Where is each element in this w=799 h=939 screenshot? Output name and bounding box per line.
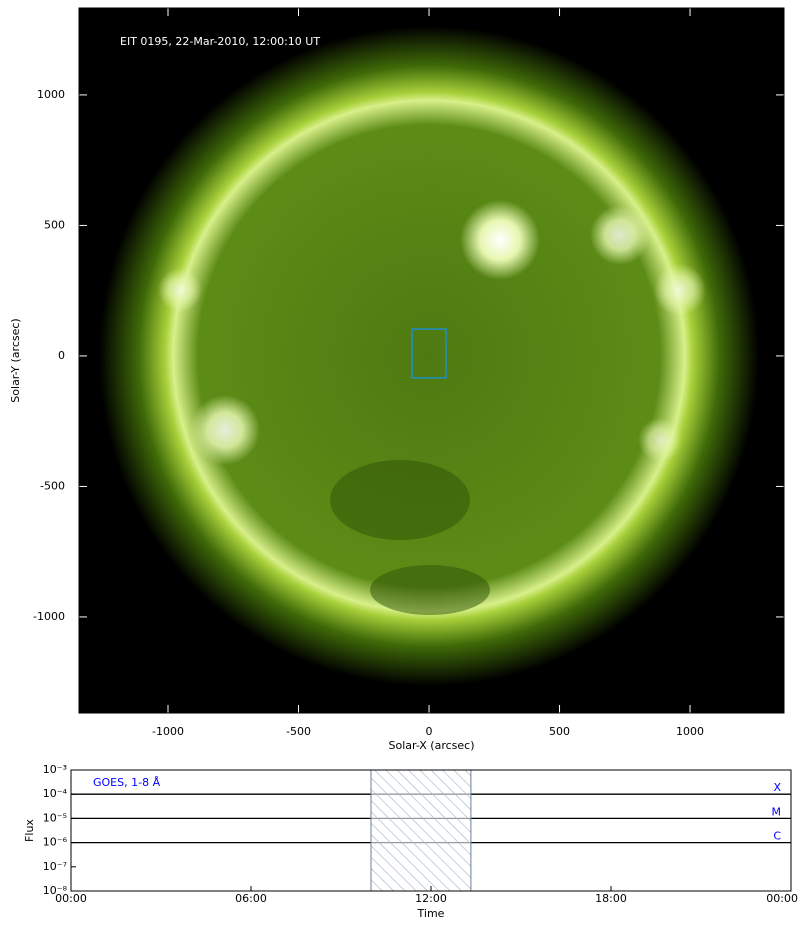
y-tick-label: -1000 [33, 610, 65, 623]
image-annotation: EIT 0195, 22-Mar-2010, 12:00:10 UT [120, 35, 320, 48]
x-tick-label: 12:00 [415, 892, 447, 905]
y-tick-label: 10⁻⁸ [43, 884, 68, 897]
x-tick-label: 1000 [676, 725, 704, 738]
y-axis-label: Solar-Y (arcsec) [9, 318, 22, 402]
y-tick-label: 500 [44, 218, 65, 231]
x-axis-label: Time [417, 907, 445, 920]
flare-level-label: M [772, 805, 782, 818]
image-frame [78, 7, 785, 714]
legend-label: GOES, 1-8 Å [93, 776, 161, 789]
y-tick-label: 10⁻⁴ [43, 787, 68, 800]
selection-box [411, 328, 447, 379]
x-tick-label: 00:00 [55, 892, 87, 905]
x-axis-label: Solar-X (arcsec) [389, 739, 475, 752]
y-tick-label: 10⁻⁶ [43, 836, 68, 849]
y-axis-label: Flux [23, 819, 36, 842]
x-tick-label: -1000 [152, 725, 184, 738]
time-span [370, 769, 472, 892]
x-tick-label: 06:00 [235, 892, 267, 905]
x-tick-label: 00:00 [766, 892, 798, 905]
flare-level-label: X [773, 781, 781, 794]
x-tick-label: 18:00 [595, 892, 627, 905]
y-tick-label: 0 [58, 349, 65, 362]
y-tick-label: 1000 [37, 88, 65, 101]
x-tick-label: -500 [286, 725, 311, 738]
y-tick-label: -500 [40, 479, 65, 492]
y-tick-label: 10⁻⁷ [43, 860, 67, 873]
solar-image [79, 8, 784, 713]
flare-level-label: C [773, 830, 781, 843]
y-tick-label: 10⁻³ [43, 763, 67, 776]
y-tick-label: 10⁻⁵ [43, 811, 67, 824]
x-tick-label: 0 [426, 725, 433, 738]
x-tick-label: 500 [549, 725, 570, 738]
